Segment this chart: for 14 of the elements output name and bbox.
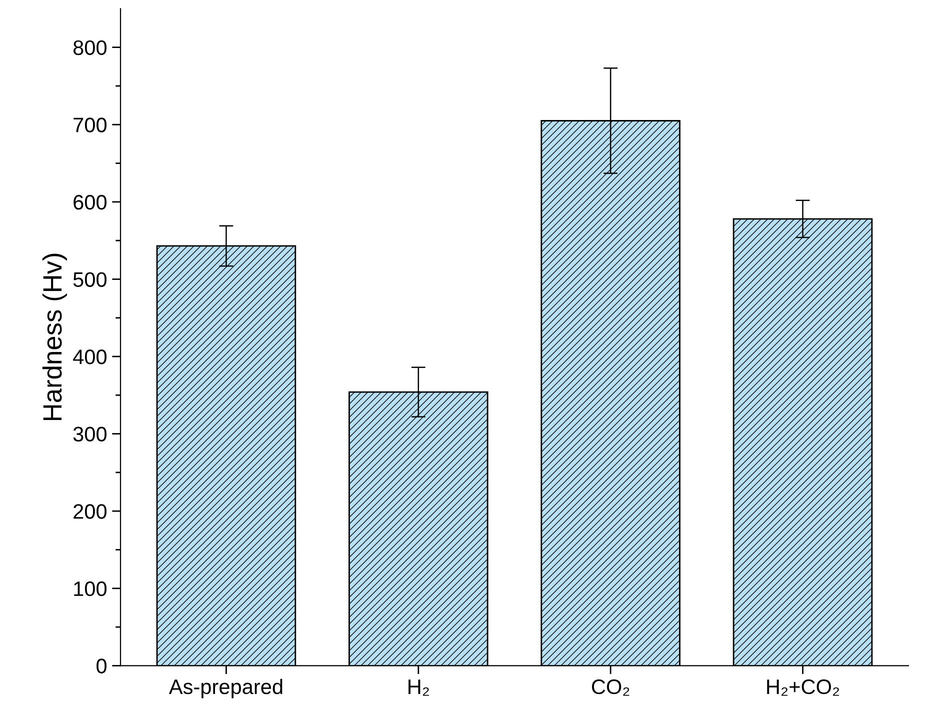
x-tick-label: As-prepared bbox=[168, 678, 282, 698]
y-tick-label: 700 bbox=[74, 118, 107, 132]
y-tick-label: 300 bbox=[73, 426, 107, 442]
y-axis-title: Hardness (Hv) bbox=[42, 254, 67, 420]
y-tick-label: 0 bbox=[96, 658, 106, 674]
x-tick-label: CO₂ bbox=[592, 679, 630, 696]
y-tick-label: 200 bbox=[74, 504, 107, 519]
y-tick-label: 800 bbox=[73, 40, 107, 56]
x-tick-label: H₂+CO₂ bbox=[767, 679, 840, 696]
y-tick-label: 500 bbox=[73, 272, 107, 287]
y-tick-label: 100 bbox=[74, 581, 107, 596]
x-tick-label: H₂ bbox=[408, 680, 429, 696]
y-tick-label: 400 bbox=[73, 350, 107, 364]
y-tick-label: 600 bbox=[74, 194, 107, 210]
